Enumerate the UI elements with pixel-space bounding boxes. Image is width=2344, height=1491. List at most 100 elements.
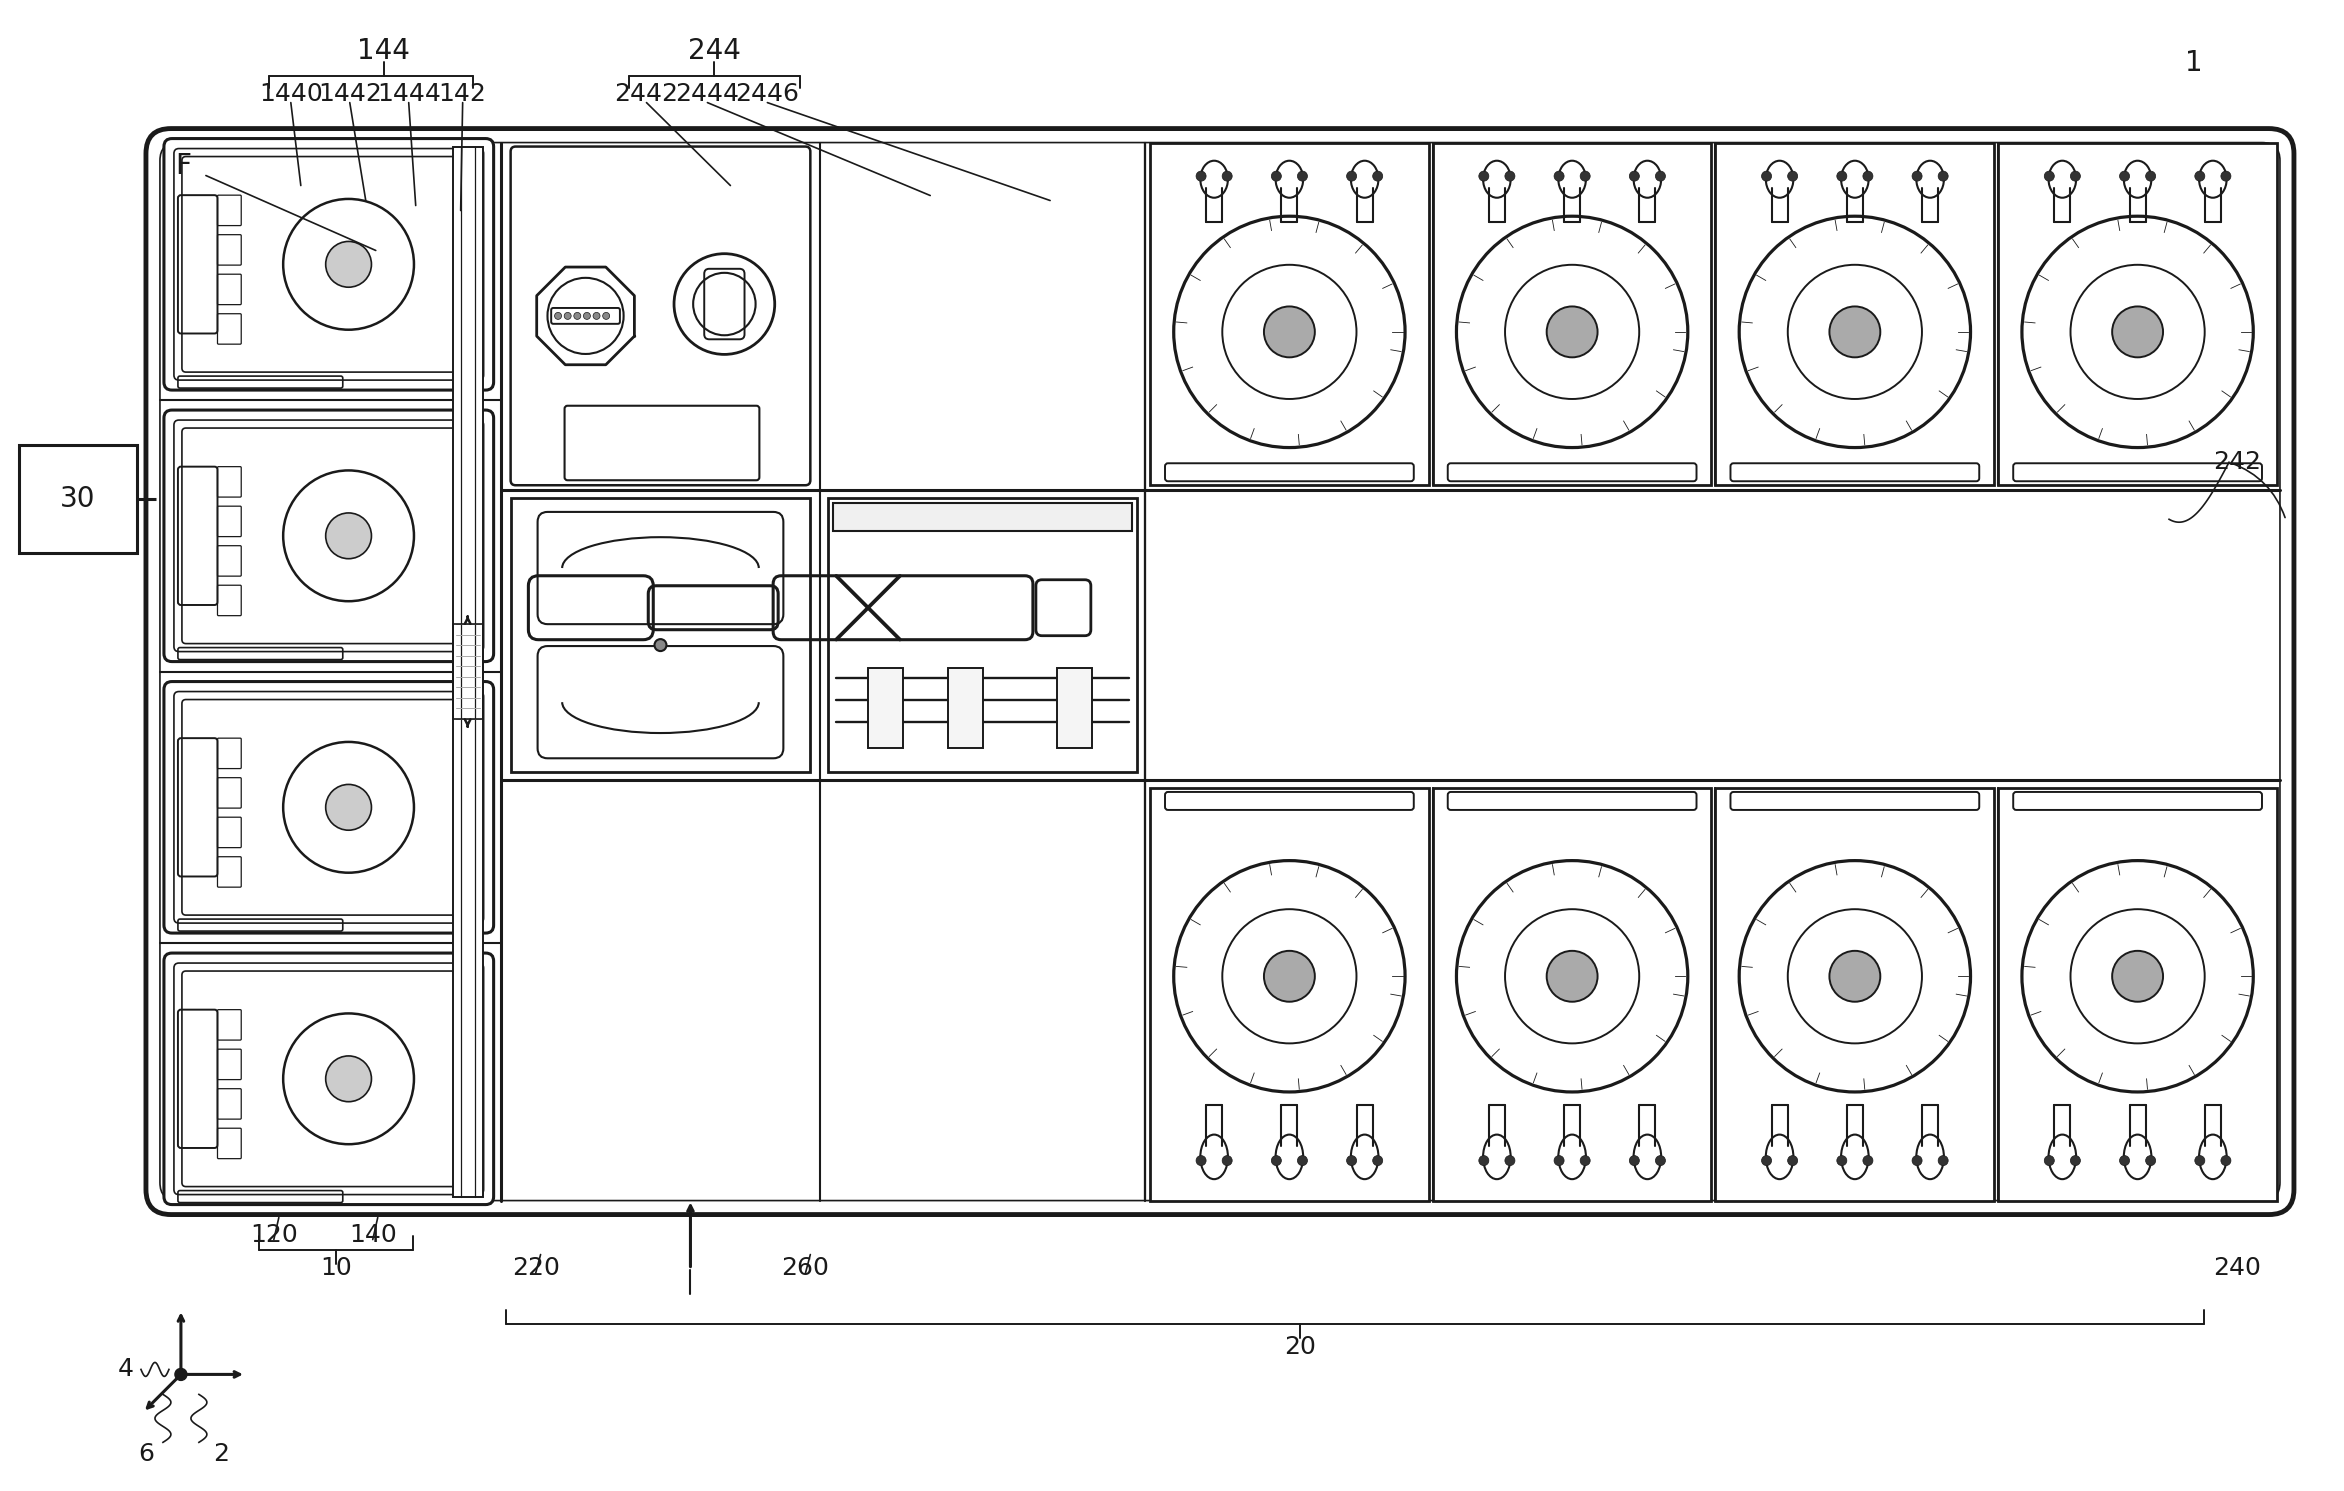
Ellipse shape: [1840, 1135, 1868, 1179]
Text: 1442: 1442: [319, 82, 382, 106]
Circle shape: [1374, 171, 1383, 182]
Circle shape: [2070, 171, 2081, 182]
Text: 20: 20: [1285, 1336, 1315, 1360]
Bar: [452, 146, 483, 1197]
Ellipse shape: [1765, 1135, 1793, 1179]
Ellipse shape: [1350, 161, 1378, 198]
Ellipse shape: [1484, 1135, 1510, 1179]
Text: 1: 1: [2185, 49, 2203, 76]
Circle shape: [2044, 1156, 2053, 1166]
Circle shape: [2119, 171, 2131, 182]
Text: 144: 144: [356, 37, 410, 64]
Bar: [1057, 668, 1092, 747]
Text: 260: 260: [781, 1255, 830, 1279]
Bar: [1151, 787, 1430, 1200]
Text: 2444: 2444: [675, 82, 738, 106]
Circle shape: [1479, 171, 1488, 182]
Ellipse shape: [2124, 161, 2152, 198]
Circle shape: [574, 313, 581, 319]
Text: 1444: 1444: [377, 82, 441, 106]
Circle shape: [1299, 1156, 1308, 1166]
Text: 120: 120: [251, 1223, 298, 1246]
Circle shape: [1195, 1156, 1207, 1166]
Circle shape: [2194, 171, 2206, 182]
Circle shape: [1505, 1156, 1514, 1166]
Circle shape: [1629, 171, 1638, 182]
Circle shape: [1270, 171, 1282, 182]
Text: 240: 240: [2213, 1255, 2262, 1279]
Circle shape: [326, 242, 370, 288]
Circle shape: [176, 1369, 188, 1381]
Text: 220: 220: [511, 1255, 560, 1279]
Ellipse shape: [2049, 1135, 2077, 1179]
FancyBboxPatch shape: [164, 953, 495, 1205]
Circle shape: [1938, 171, 1948, 182]
Ellipse shape: [1840, 161, 1868, 198]
Ellipse shape: [1350, 1135, 1378, 1179]
Ellipse shape: [2124, 1135, 2152, 1179]
Ellipse shape: [1634, 1135, 1662, 1179]
Ellipse shape: [1559, 1135, 1587, 1179]
Circle shape: [1299, 171, 1308, 182]
Circle shape: [1763, 171, 1772, 182]
Circle shape: [1270, 1156, 1282, 1166]
Text: 6: 6: [138, 1442, 155, 1466]
Circle shape: [2119, 1156, 2131, 1166]
Circle shape: [1554, 171, 1563, 182]
Bar: [1151, 143, 1430, 485]
Circle shape: [1554, 1156, 1563, 1166]
Circle shape: [1838, 171, 1847, 182]
Ellipse shape: [1634, 161, 1662, 198]
Circle shape: [2194, 1156, 2206, 1166]
Circle shape: [2044, 171, 2053, 182]
Circle shape: [1580, 171, 1589, 182]
Circle shape: [2145, 171, 2156, 182]
Text: 30: 30: [61, 485, 96, 513]
Circle shape: [326, 513, 370, 559]
Text: 244: 244: [689, 37, 741, 64]
Circle shape: [1629, 1156, 1638, 1166]
Circle shape: [1195, 171, 1207, 182]
Text: 2: 2: [213, 1442, 230, 1466]
Circle shape: [1221, 171, 1233, 182]
Text: 2446: 2446: [736, 82, 799, 106]
Bar: [949, 668, 982, 747]
Bar: [867, 668, 902, 747]
FancyBboxPatch shape: [164, 681, 495, 933]
Text: 4: 4: [117, 1357, 134, 1382]
Circle shape: [1838, 1156, 1847, 1166]
Ellipse shape: [1275, 161, 1303, 198]
Text: 2442: 2442: [614, 82, 677, 106]
Ellipse shape: [1765, 161, 1793, 198]
Bar: [827, 498, 1137, 772]
Bar: [19, 446, 136, 553]
Bar: [1432, 143, 1711, 485]
Circle shape: [1479, 1156, 1488, 1166]
Bar: [1716, 143, 1995, 485]
Bar: [1997, 143, 2276, 485]
Circle shape: [1863, 1156, 1873, 1166]
Circle shape: [2112, 307, 2164, 358]
Circle shape: [1547, 951, 1599, 1002]
Circle shape: [1863, 171, 1873, 182]
Bar: [511, 498, 811, 772]
Circle shape: [326, 1056, 370, 1102]
Text: 10: 10: [319, 1255, 352, 1279]
Circle shape: [2112, 951, 2164, 1002]
Circle shape: [2220, 1156, 2231, 1166]
Circle shape: [2070, 1156, 2081, 1166]
Circle shape: [1828, 951, 1880, 1002]
Bar: [452, 625, 483, 719]
Circle shape: [1913, 171, 1922, 182]
FancyBboxPatch shape: [164, 410, 495, 662]
Circle shape: [593, 313, 600, 319]
Ellipse shape: [2199, 1135, 2227, 1179]
Circle shape: [1547, 307, 1599, 358]
Ellipse shape: [1917, 161, 1943, 198]
Circle shape: [584, 313, 591, 319]
Ellipse shape: [2049, 161, 2077, 198]
Circle shape: [1788, 1156, 1798, 1166]
FancyBboxPatch shape: [511, 146, 811, 485]
Text: 1440: 1440: [258, 82, 323, 106]
Circle shape: [1263, 307, 1315, 358]
